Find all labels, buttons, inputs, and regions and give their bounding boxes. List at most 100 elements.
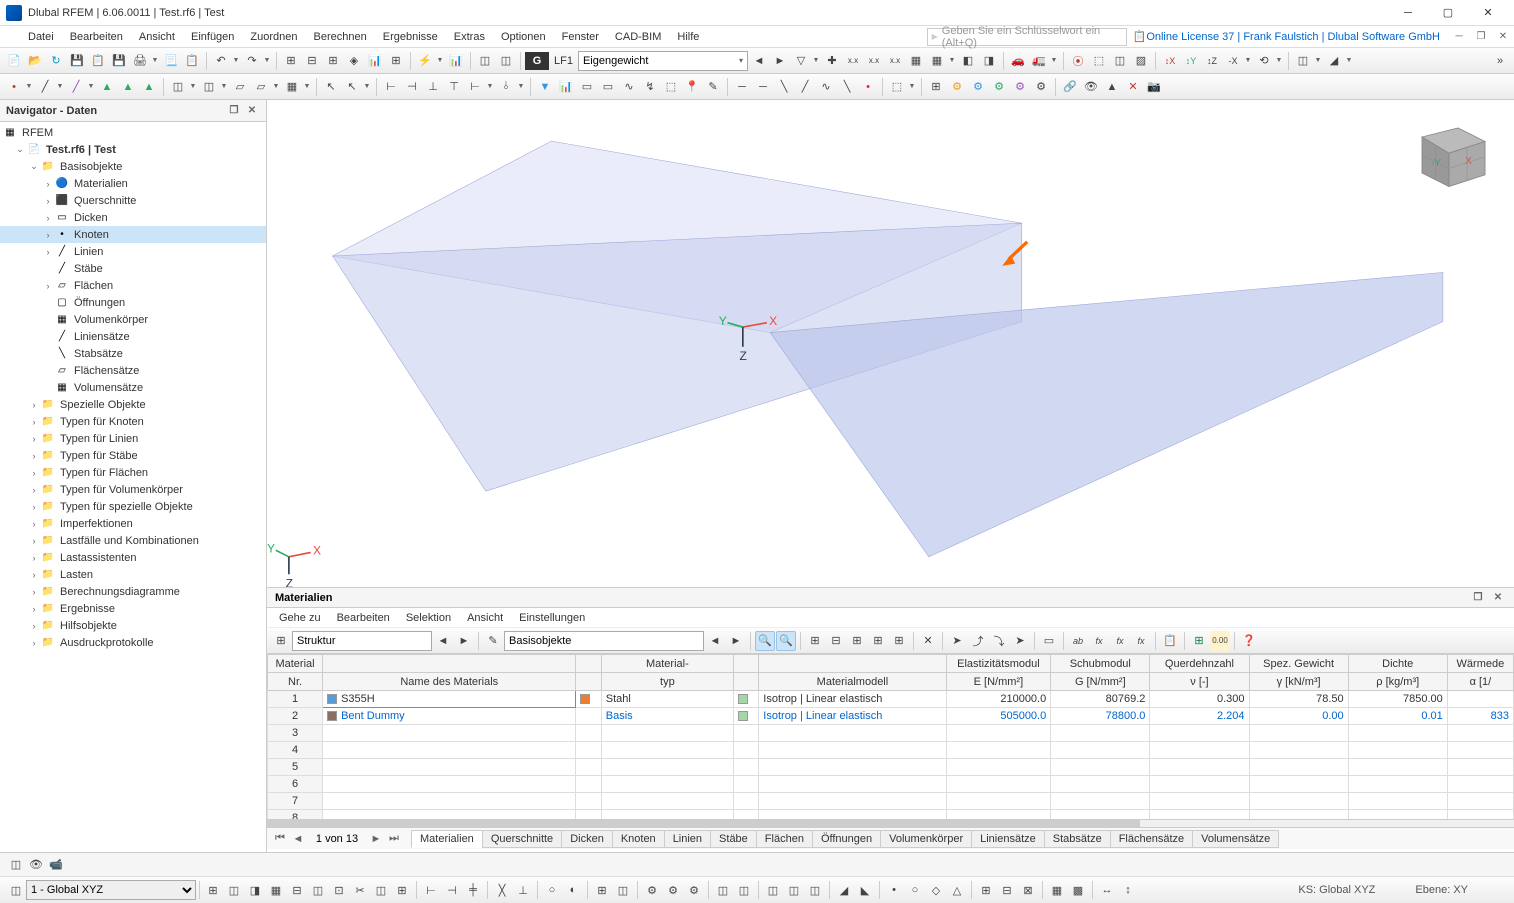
- sb2-tool-6[interactable]: ⊡: [329, 880, 349, 900]
- bp-obj-icon[interactable]: ✎: [483, 631, 503, 651]
- bp-num-icon[interactable]: 0.00: [1210, 631, 1230, 651]
- tree-folder-imperfektionen[interactable]: ›📁Imperfektionen: [0, 515, 266, 532]
- redo-icon[interactable]: ↷: [242, 51, 262, 71]
- bp-menu-bearbeiten[interactable]: Bearbeiten: [329, 610, 398, 626]
- tree-item-volumenkörper[interactable]: ▦Volumenkörper: [0, 311, 266, 328]
- bp-obj-combo[interactable]: Basisobjekte: [504, 631, 704, 651]
- hinge5-icon[interactable]: ⊢: [465, 77, 485, 97]
- bp-prev2-button[interactable]: ◄: [705, 631, 725, 651]
- tree-item-querschnitte[interactable]: ›⬛Querschnitte: [0, 192, 266, 209]
- report-icon[interactable]: 📃: [161, 51, 181, 71]
- tree-item-stäbe[interactable]: ╱Stäbe: [0, 260, 266, 277]
- menu-optionen[interactable]: Optionen: [493, 29, 554, 45]
- sb2-tool-15[interactable]: ╳: [492, 880, 512, 900]
- hinge-icon[interactable]: ⊢: [381, 77, 401, 97]
- sb2-tool-21[interactable]: ⊞: [592, 880, 612, 900]
- sb2-tool-4[interactable]: ⊟: [287, 880, 307, 900]
- delete-x-icon[interactable]: ✕: [1123, 77, 1143, 97]
- tree-item-linien[interactable]: ›╱Linien: [0, 243, 266, 260]
- green3-icon[interactable]: ▲: [139, 77, 159, 97]
- tree-item-flächen[interactable]: ›▱Flächen: [0, 277, 266, 294]
- mdi-close-button[interactable]: ✕: [1494, 28, 1512, 46]
- nav-first-button[interactable]: ⏮: [271, 832, 289, 845]
- sb2-tool-11[interactable]: ⊢: [421, 880, 441, 900]
- persp-icon[interactable]: ▨: [1131, 51, 1151, 71]
- curve1-icon[interactable]: ∿: [619, 77, 639, 97]
- menu-ansicht[interactable]: Ansicht: [131, 29, 183, 45]
- table-row-empty[interactable]: 8: [268, 810, 1514, 820]
- camera-icon[interactable]: 📷: [1144, 77, 1164, 97]
- bp-del-icon[interactable]: ✕: [918, 631, 938, 651]
- sb2-tool-28[interactable]: ◫: [713, 880, 733, 900]
- bp-go1-icon[interactable]: ➤: [947, 631, 967, 651]
- tree-item-flächensätze[interactable]: ▱Flächensätze: [0, 362, 266, 379]
- sb2-tool-12[interactable]: ⊣: [442, 880, 462, 900]
- new-file-icon[interactable]: 📄: [4, 51, 24, 71]
- sb2-tool-45[interactable]: ⊠: [1018, 880, 1038, 900]
- bp-tab-dicken[interactable]: Dicken: [561, 830, 613, 848]
- menu-datei[interactable]: Datei: [20, 29, 62, 45]
- tree-folder-lastassistenten[interactable]: ›📁Lastassistenten: [0, 549, 266, 566]
- bp-tab-flächensätze[interactable]: Flächensätze: [1110, 830, 1193, 848]
- bp-next2-button[interactable]: ►: [726, 631, 746, 651]
- tree-folder-typen-für-flächen[interactable]: ›📁Typen für Flächen: [0, 464, 266, 481]
- table-row-empty[interactable]: 3: [268, 725, 1514, 742]
- results-off-icon[interactable]: ◫: [475, 51, 495, 71]
- sb2-tool-41[interactable]: △: [947, 880, 967, 900]
- axis-neg-x-icon[interactable]: -X: [1223, 51, 1243, 71]
- node-tool-icon[interactable]: ◈: [344, 51, 364, 71]
- bp-tab-linien[interactable]: Linien: [664, 830, 711, 848]
- table-row-empty[interactable]: 7: [268, 793, 1514, 810]
- bp-copy-icon[interactable]: 📋: [1160, 631, 1180, 651]
- xyz3-icon[interactable]: x.x: [885, 51, 905, 71]
- sb2-tool-43[interactable]: ⊞: [976, 880, 996, 900]
- materials-grid[interactable]: MaterialMaterial-ElastizitätsmodulSchubm…: [267, 654, 1514, 819]
- filter1-icon[interactable]: ▽: [791, 51, 811, 71]
- axis-y-icon[interactable]: ↕Y: [1181, 51, 1201, 71]
- load-tool-icon[interactable]: 📊: [365, 51, 385, 71]
- gear2-icon[interactable]: ⚙: [968, 77, 988, 97]
- solid-icon[interactable]: ▦: [282, 77, 302, 97]
- surface2-icon[interactable]: ◨: [979, 51, 999, 71]
- menu-einfügen[interactable]: Einfügen: [183, 29, 242, 45]
- bp-excel-icon[interactable]: ⊞: [1189, 631, 1209, 651]
- axis-x-icon[interactable]: ↕X: [1160, 51, 1180, 71]
- xyz1-icon[interactable]: x.x: [843, 51, 863, 71]
- hinge6-icon[interactable]: ⫰: [496, 77, 516, 97]
- tree-item-knoten[interactable]: ›•Knoten: [0, 226, 266, 243]
- bp-zoom2-icon[interactable]: 🔍: [776, 631, 796, 651]
- table-row[interactable]: 1S355HStahlIsotrop | Linear elastisch210…: [268, 691, 1514, 708]
- refresh-icon[interactable]: ↻: [46, 51, 66, 71]
- bp-grid4-icon[interactable]: ⊞: [868, 631, 888, 651]
- menu-fenster[interactable]: Fenster: [554, 29, 607, 45]
- prev-lc-button[interactable]: ◄: [749, 51, 769, 71]
- h4-icon[interactable]: ╱: [795, 77, 815, 97]
- navigator-close-button[interactable]: ✕: [244, 103, 260, 119]
- sb2-tool-51[interactable]: ↕: [1118, 880, 1138, 900]
- bp-grid2-icon[interactable]: ⊟: [826, 631, 846, 651]
- surface-icon[interactable]: ◧: [958, 51, 978, 71]
- bp-tab-flächen[interactable]: Flächen: [756, 830, 813, 848]
- bp-tab-volumensätze[interactable]: Volumensätze: [1192, 830, 1279, 848]
- sb2-tool-1[interactable]: ◫: [224, 880, 244, 900]
- vehicle-icon[interactable]: 🚗: [1008, 51, 1028, 71]
- sb2-tool-48[interactable]: ▩: [1068, 880, 1088, 900]
- sb2-tool-38[interactable]: •: [884, 880, 904, 900]
- tree-folder-typen-für-linien[interactable]: ›📁Typen für Linien: [0, 430, 266, 447]
- xyz2-icon[interactable]: x.x: [864, 51, 884, 71]
- sb2-tool-32[interactable]: ◫: [784, 880, 804, 900]
- bp-tab-materialien[interactable]: Materialien: [411, 830, 483, 848]
- tree-item-stabsätze[interactable]: ╲Stabsätze: [0, 345, 266, 362]
- bp-go4-icon[interactable]: ➤: [1010, 631, 1030, 651]
- bp-grid3-icon[interactable]: ⊞: [847, 631, 867, 651]
- tree-folder-typen-für-spezielle-objekte[interactable]: ›📁Typen für spezielle Objekte: [0, 498, 266, 515]
- sb2-tool-8[interactable]: ◫: [371, 880, 391, 900]
- sb2-tool-0[interactable]: ⊞: [203, 880, 223, 900]
- nav-cube[interactable]: -Y X: [1404, 110, 1494, 200]
- bp-zoom1-icon[interactable]: 🔍: [755, 631, 775, 651]
- cs-combo[interactable]: 1 - Global XYZ: [26, 880, 196, 900]
- bp-tab-querschnitte[interactable]: Querschnitte: [482, 830, 562, 848]
- tree-item-öffnungen[interactable]: ▢Öffnungen: [0, 294, 266, 311]
- h2-icon[interactable]: ─: [753, 77, 773, 97]
- opening2-icon[interactable]: ◫: [199, 77, 219, 97]
